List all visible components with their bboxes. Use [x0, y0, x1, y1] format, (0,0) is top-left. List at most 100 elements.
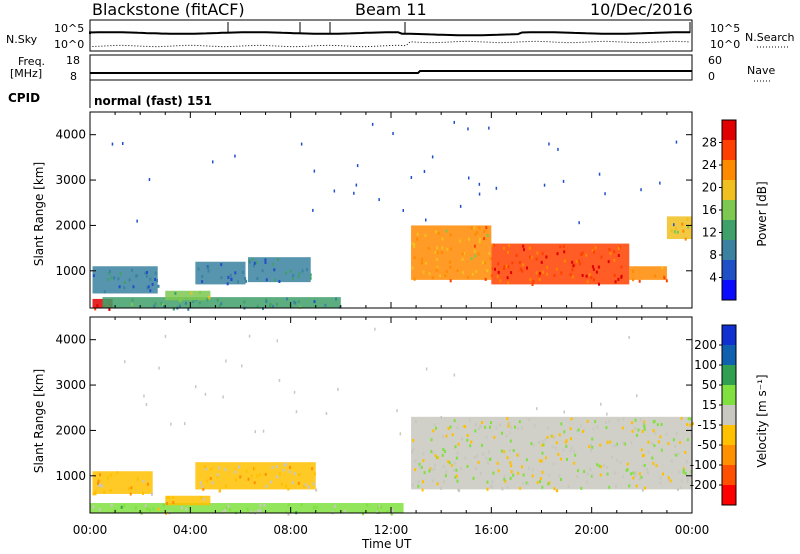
heatmap-cell — [586, 419, 589, 423]
heatmap-cell — [123, 504, 126, 508]
heatmap-cell — [148, 508, 151, 512]
nave-label: Nave — [747, 64, 776, 77]
heatmap-cell — [553, 436, 556, 439]
heatmap-cell — [132, 285, 135, 289]
heatmap-cell — [641, 430, 644, 433]
heatmap-cell — [432, 429, 435, 433]
heatmap-cell — [463, 252, 466, 256]
heatmap-cell — [263, 503, 266, 507]
heatmap-cell — [294, 301, 297, 305]
heatmap-cell — [411, 242, 414, 246]
heatmap-cell — [157, 507, 160, 511]
heatmap-cell — [470, 257, 473, 260]
heatmap-cell — [457, 442, 460, 446]
heatmap-cell — [420, 465, 423, 469]
heatmap-cell — [225, 505, 228, 509]
heatmap-cell — [285, 510, 288, 514]
colorbar-tick-label: 16 — [702, 203, 717, 217]
heatmap-cell — [556, 489, 559, 493]
heatmap-cell — [566, 457, 568, 461]
heatmap-cell — [264, 258, 267, 262]
sparse-echo — [222, 395, 224, 399]
heatmap-cell — [464, 456, 467, 460]
heatmap-cell — [541, 470, 544, 474]
heatmap-cell — [433, 463, 436, 467]
heatmap-cell — [660, 423, 663, 426]
heatmap-cell — [682, 470, 685, 474]
heatmap-cell — [250, 474, 253, 478]
heatmap-cell — [562, 244, 565, 248]
heatmap-cell — [670, 459, 673, 463]
heatmap-cell — [622, 442, 625, 445]
heatmap-cell — [261, 269, 264, 273]
heatmap-cell — [555, 441, 558, 445]
heatmap-cell — [446, 247, 449, 251]
heatmap-cell — [540, 459, 543, 463]
heatmap-cell — [251, 257, 254, 261]
heatmap-cell — [674, 445, 677, 448]
heatmap-cell — [275, 302, 278, 306]
sparse-echo — [509, 431, 511, 435]
heatmap-cell — [659, 435, 662, 439]
heatmap-cell — [259, 509, 262, 512]
sparse-echo — [399, 432, 402, 436]
heatmap-cell — [676, 230, 679, 234]
heatmap-cell — [530, 255, 533, 259]
heatmap-cell — [265, 278, 268, 282]
sparse-echo — [459, 204, 462, 208]
heatmap-cell — [517, 426, 520, 430]
heatmap-cell — [483, 229, 486, 233]
heatmap-cell — [474, 423, 477, 427]
heatmap-cell — [538, 441, 541, 444]
heatmap-cell — [638, 472, 641, 476]
heatmap-cell — [525, 458, 528, 462]
heatmap-cell — [530, 442, 533, 446]
heatmap-cell — [130, 486, 133, 490]
sparse-echo — [628, 335, 630, 339]
heatmap-cell — [552, 462, 555, 466]
heatmap-cell — [300, 503, 303, 507]
heatmap-cell — [230, 278, 233, 281]
heatmap-cell — [564, 440, 567, 444]
heatmap-cell — [489, 425, 491, 429]
heatmap-cell — [532, 280, 535, 284]
heatmap-cell — [306, 268, 308, 272]
heatmap-cell — [600, 255, 603, 259]
sparse-echo — [136, 219, 138, 223]
heatmap-cell — [216, 298, 219, 302]
heatmap-cell — [560, 422, 563, 426]
colorbar-tick-label: -15 — [697, 418, 717, 432]
y-tick-label: 1000 — [55, 469, 86, 483]
heatmap-cell — [289, 465, 291, 469]
heatmap-cell — [207, 269, 210, 273]
heatmap-cell — [422, 270, 425, 274]
colorbar-tick-label: 28 — [702, 136, 717, 150]
heatmap-cell — [662, 472, 664, 476]
heatmap-cell — [256, 474, 259, 478]
heatmap-cell — [436, 258, 439, 262]
heatmap-cell — [632, 476, 635, 480]
heatmap-cell — [439, 274, 442, 278]
colorbar-segment — [722, 445, 736, 465]
colorbar-tick-label: -100 — [690, 458, 717, 472]
station-title: Blackstone (fitACF) — [92, 0, 245, 19]
heatmap-cell — [106, 476, 109, 480]
heatmap-cell — [128, 278, 131, 282]
heatmap-cell — [560, 457, 562, 461]
heatmap-cell — [539, 459, 541, 463]
heatmap-cell — [455, 474, 458, 478]
heatmap-cell — [635, 471, 637, 475]
heatmap-cell — [496, 461, 499, 465]
heatmap-cell — [503, 474, 506, 478]
heatmap-cell — [585, 274, 588, 278]
heatmap-cell — [184, 301, 187, 305]
heatmap-cell — [198, 301, 201, 305]
heatmap-cell — [224, 509, 227, 513]
colorbar-frame — [721, 324, 737, 506]
heatmap-cell — [646, 471, 649, 475]
heatmap-cell — [280, 482, 283, 486]
heatmap-cell — [366, 503, 369, 507]
sparse-echo — [295, 410, 298, 414]
heatmap-cell — [153, 304, 156, 308]
